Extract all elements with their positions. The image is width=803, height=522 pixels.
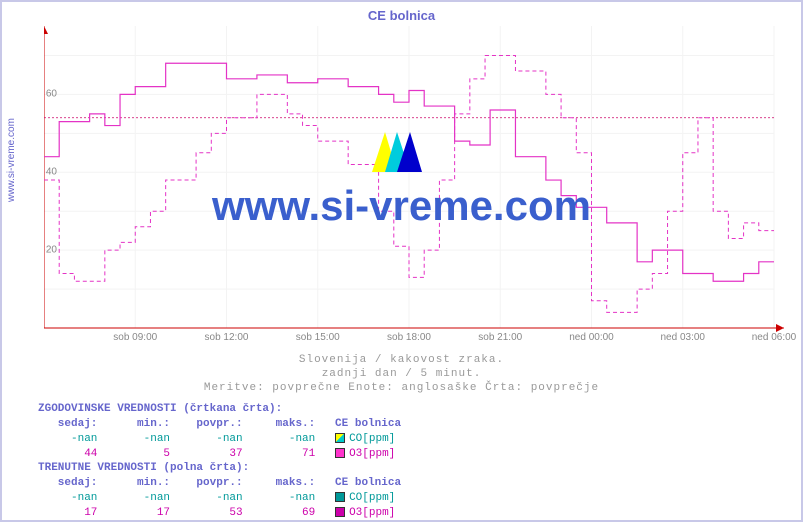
series-swatch [335,507,345,517]
hist-columns: sedaj: min.: povpr.: maks.: CE bolnica [38,417,401,432]
x-tick-label: ned 03:00 [661,332,706,343]
y-tick-label: 40 [27,167,57,178]
y-tick-label: 20 [27,245,57,256]
x-tick-label: sob 21:00 [478,332,522,343]
x-tick-label: sob 12:00 [205,332,249,343]
hist-rows: -nan -nan -nan -nan CO[ppm] 44 5 37 71 O… [38,432,401,462]
subtitle-3: Meritve: povprečne Enote: anglosaške Črt… [2,382,801,394]
series-swatch [335,433,345,443]
x-tick-label: ned 00:00 [569,332,614,343]
curr-rows: -nan -nan -nan -nan CO[ppm] 17 17 53 69 … [38,491,401,521]
chart-svg [44,26,784,338]
y-axis-label: www.si-vreme.com [6,118,17,202]
curr-header: TRENUTNE VREDNOSTI (polna črta): [38,461,401,476]
x-tick-label: sob 15:00 [296,332,340,343]
table-row: 17 17 53 69 O3[ppm] [38,506,401,521]
hist-header: ZGODOVINSKE VREDNOSTI (črtkana črta): [38,402,401,417]
curr-columns: sedaj: min.: povpr.: maks.: CE bolnica [38,476,401,491]
series-label: CO[ppm] [349,492,395,504]
subtitle-1: Slovenija / kakovost zraka. [2,354,801,366]
table-row: 44 5 37 71 O3[ppm] [38,447,401,462]
x-tick-label: ned 06:00 [752,332,797,343]
series-label: CO[ppm] [349,433,395,445]
x-tick-label: sob 18:00 [387,332,431,343]
subtitle-2: zadnji dan / 5 minut. [2,368,801,380]
chart-title: CE bolnica [2,8,801,23]
stats-tables: ZGODOVINSKE VREDNOSTI (črtkana črta): se… [38,402,401,521]
x-tick-label: sob 09:00 [113,332,157,343]
series-label: O3[ppm] [349,448,395,460]
series-swatch [335,492,345,502]
table-row: -nan -nan -nan -nan CO[ppm] [38,491,401,506]
table-row: -nan -nan -nan -nan CO[ppm] [38,432,401,447]
chart-plot-area [44,26,784,338]
series-label: O3[ppm] [349,507,395,519]
series-swatch [335,448,345,458]
y-tick-label: 60 [27,89,57,100]
